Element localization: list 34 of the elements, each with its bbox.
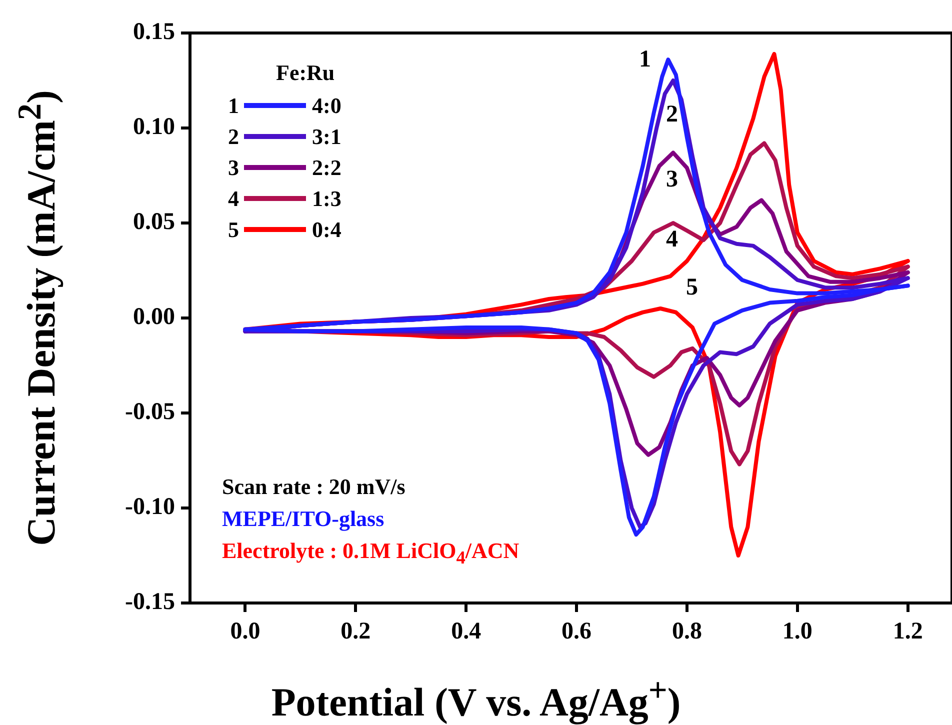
legend-label: 3:1 (312, 124, 342, 150)
x-tick-label: 0.2 (340, 618, 371, 645)
annotation: Electrolyte : 0.1M LiClO$_{4}$/ACN (222, 538, 520, 568)
legend-label: 2:2 (312, 154, 342, 180)
legend-label: 4:0 (312, 92, 342, 118)
annotation: 5 (228, 216, 240, 242)
legend-label: 0:4 (312, 216, 342, 242)
x-tick-label: 0.8 (672, 618, 702, 645)
y-tick-label: -0.15 (125, 589, 175, 616)
text: 2 (666, 102, 678, 128)
x-tick-label: 1.2 (892, 618, 923, 645)
annotation: Scan rate : 20 mV/s (222, 474, 406, 500)
x-tick-label: 0.6 (562, 618, 592, 645)
legend-title: Fe:Ru (276, 60, 336, 87)
text: 5 (686, 274, 698, 300)
annotation: 2 (228, 124, 240, 150)
text: 4 (666, 226, 678, 252)
y-tick-label: -0.10 (125, 494, 175, 520)
legend-label: 1:3 (312, 186, 342, 212)
annotation: 1 (228, 92, 240, 118)
y-tick-label: -0.05 (125, 399, 175, 426)
y-tick-label: 0.00 (133, 304, 175, 330)
annotation: 4 (228, 186, 240, 212)
x-tick-label: 0.4 (451, 618, 482, 645)
y-tick-label: 0.05 (133, 209, 175, 236)
x-axis-title: Potential (V vs. Ag/Ag$^{+}$) (270, 672, 682, 725)
annotation: MEPE/ITO-glass (222, 506, 384, 532)
text: 3 (666, 166, 678, 192)
text: 1 (639, 46, 651, 72)
x-tick-label: 0.0 (230, 618, 260, 645)
annotation: 3 (228, 154, 240, 180)
y-tick-label: 0.15 (133, 19, 175, 46)
y-tick-label: 0.10 (133, 114, 175, 140)
x-tick-label: 1.0 (782, 618, 812, 645)
